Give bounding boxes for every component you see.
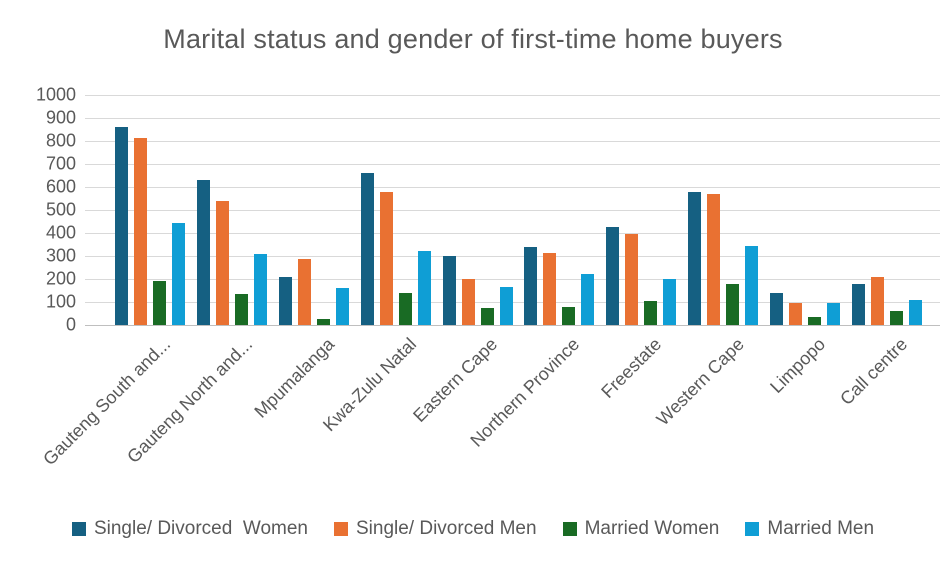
bar-single-divorced-men <box>789 303 803 325</box>
y-axis-tick-label: 200 <box>45 268 76 289</box>
bar-single-divorced-women <box>770 292 784 325</box>
bar-single-divorced-men <box>215 200 229 325</box>
bar-single-divorced-women <box>442 256 456 325</box>
chart-title: Marital status and gender of first-time … <box>163 24 783 54</box>
gridline <box>85 233 940 234</box>
y-axis-tick-label: 0 <box>65 314 76 335</box>
bar-married-women <box>890 311 904 325</box>
y-axis-tick-label: 800 <box>45 130 76 151</box>
legend-item-single-divorced-women: Single/ Divorced Women <box>71 518 308 540</box>
legend-item-married-men: Married Men <box>745 518 874 540</box>
y-axis: 0 100 200 300 400 500 600 700 800 900 1000 <box>0 85 76 335</box>
y-axis-tick-label: 400 <box>45 222 76 243</box>
bar-married-women <box>398 292 412 325</box>
bar-group-eastern-cape <box>437 95 519 325</box>
bar-married-men <box>745 245 759 325</box>
bar-group-mpumalanga <box>273 95 355 325</box>
x-axis-category-label: Call centre <box>836 334 912 409</box>
bar-group-gauteng-north-and <box>191 95 273 325</box>
bar-married-women <box>480 307 494 325</box>
bar-single-divorced-men <box>133 137 147 325</box>
bar-married-women <box>808 316 822 325</box>
x-axis-category-label: Mpumalanga <box>250 334 338 422</box>
gridline <box>85 210 940 211</box>
y-axis-tick-label: 600 <box>45 176 76 197</box>
legend-swatch-icon <box>745 522 760 536</box>
plot-area <box>85 95 940 326</box>
bar-single-divorced-men <box>379 191 393 325</box>
y-axis-tick-label: 100 <box>45 291 76 312</box>
bar-single-divorced-women <box>606 227 620 325</box>
bar-single-divorced-men <box>707 193 721 325</box>
legend-item-married-women: Married Women <box>562 518 720 540</box>
bar-married-men <box>663 279 677 325</box>
gridline <box>85 95 940 96</box>
bar-group-limpopo <box>764 95 846 325</box>
bar-married-men <box>171 222 185 325</box>
y-axis-tick-label: 700 <box>45 153 76 174</box>
bar-single-divorced-women <box>196 180 210 325</box>
bar-married-men <box>253 253 267 325</box>
gridline <box>85 187 940 188</box>
bar-single-divorced-women <box>114 127 128 325</box>
x-axis-category-label: Limpopo <box>766 334 830 397</box>
bar-married-men <box>827 303 841 325</box>
bar-single-divorced-men <box>625 234 639 325</box>
gridline <box>85 164 940 165</box>
legend-swatch-icon <box>562 522 577 536</box>
bar-single-divorced-men <box>297 259 311 325</box>
bar-group-northern-province <box>519 95 601 325</box>
y-axis-tick-label: 300 <box>45 245 76 266</box>
y-axis-tick-label: 1000 <box>35 84 76 105</box>
bar-married-women <box>562 306 576 325</box>
legend-label: Single/ Divorced Men <box>355 518 537 539</box>
bar-group-western-cape <box>682 95 764 325</box>
bar-group-call-centre <box>846 95 928 325</box>
y-axis-tick-label: 500 <box>45 199 76 220</box>
bar-married-men <box>335 288 349 325</box>
x-axis-category-label: Western Cape <box>652 334 748 430</box>
bar-group-gauteng-south-and <box>109 95 191 325</box>
bar-single-divorced-men <box>461 279 475 325</box>
bar-group-freestate <box>600 95 682 325</box>
legend-label: Single/ Divorced Women <box>93 518 308 539</box>
bar-married-men <box>581 274 595 325</box>
x-axis-category-label: Freestate <box>597 334 666 402</box>
bar-single-divorced-women <box>688 191 702 325</box>
bar-married-men <box>417 251 431 325</box>
gridline <box>85 279 940 280</box>
bar-single-divorced-women <box>524 246 538 325</box>
bar-married-women <box>644 300 658 325</box>
bar-single-divorced-women <box>852 283 866 325</box>
gridline <box>85 118 940 119</box>
legend-label: Married Men <box>767 518 875 539</box>
bar-single-divorced-men <box>871 276 885 325</box>
gridline <box>85 256 940 257</box>
bar-single-divorced-women <box>360 173 374 325</box>
legend-swatch-icon <box>333 522 348 536</box>
bar-married-men <box>909 299 923 325</box>
gridline <box>85 141 940 142</box>
legend-label: Married Women <box>584 518 720 539</box>
bar-married-women <box>316 319 330 325</box>
bar-single-divorced-women <box>278 276 292 325</box>
bar-married-women <box>234 293 248 325</box>
bars-row <box>109 95 928 325</box>
bar-married-women <box>152 281 166 325</box>
bar-group-kwa-zulu-natal <box>355 95 437 325</box>
bar-married-women <box>726 283 740 325</box>
legend: Single/ Divorced Women Single/ Divorced M… <box>0 518 946 540</box>
bar-single-divorced-men <box>543 252 557 325</box>
y-axis-tick-label: 900 <box>45 107 76 128</box>
legend-item-single-divorced-men: Single/ Divorced Men <box>333 518 537 540</box>
x-axis-line <box>85 325 940 326</box>
legend-swatch-icon <box>71 522 86 536</box>
bar-married-men <box>499 287 513 325</box>
